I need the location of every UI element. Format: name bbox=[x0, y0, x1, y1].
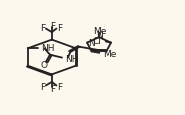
Text: N: N bbox=[88, 39, 95, 47]
Text: Me: Me bbox=[93, 26, 106, 35]
Text: NH: NH bbox=[65, 55, 79, 63]
Text: Cl: Cl bbox=[93, 37, 102, 46]
Text: F: F bbox=[40, 24, 45, 33]
Text: O: O bbox=[40, 60, 47, 69]
Text: NH: NH bbox=[41, 44, 55, 53]
Text: Me: Me bbox=[103, 49, 116, 58]
Text: N: N bbox=[96, 31, 103, 40]
Text: F: F bbox=[50, 85, 55, 94]
Text: F: F bbox=[50, 21, 55, 30]
Text: F: F bbox=[40, 82, 45, 91]
Text: F: F bbox=[57, 82, 62, 91]
Text: F: F bbox=[57, 24, 62, 33]
